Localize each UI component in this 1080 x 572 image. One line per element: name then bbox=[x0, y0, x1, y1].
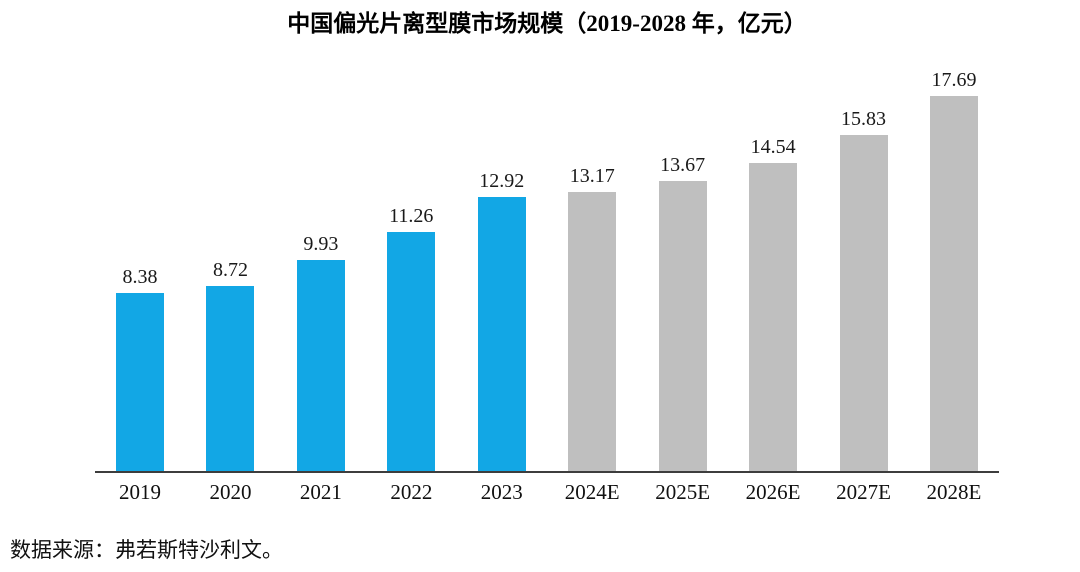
bar-column-2028E: 17.69 bbox=[929, 69, 978, 471]
x-axis-label-2027E: 2027E bbox=[836, 480, 891, 504]
bar-value-label: 15.83 bbox=[841, 108, 886, 130]
bar-2028E bbox=[929, 96, 978, 471]
x-axis-label-2028E: 2028E bbox=[926, 480, 982, 504]
bar-column-2023: 12.92 bbox=[477, 170, 526, 471]
bar-column-2022: 11.26 bbox=[387, 205, 436, 471]
bar-value-label: 11.26 bbox=[389, 205, 434, 227]
x-axis-label-2026E: 2026E bbox=[745, 480, 801, 504]
bar-column-2027E: 15.83 bbox=[839, 108, 888, 471]
chart-title: 中国偏光片离型膜市场规模（2019-2028 年，亿元） bbox=[287, 11, 807, 36]
bar-value-label: 12.92 bbox=[479, 170, 525, 192]
x-axis-label-2024E: 2024E bbox=[564, 480, 620, 504]
bar-value-label: 8.72 bbox=[212, 259, 248, 281]
x-axis-labels: 2019 2020 2021 2022 2023 2024E 2025E 2026E 2027E… bbox=[95, 480, 999, 505]
bar-2026E bbox=[749, 163, 798, 471]
x-axis-label-2021: 2021 bbox=[299, 480, 342, 504]
bar-column-2025E: 13.67 bbox=[658, 154, 707, 471]
bar-2023 bbox=[477, 197, 526, 471]
bar-2019 bbox=[116, 293, 164, 471]
plot-area: 8.38 8.72 9.93 11.26 12.92 13.17 13.67 14.54 15.… bbox=[95, 59, 999, 473]
x-axis-label-2023: 2023 bbox=[480, 480, 523, 504]
bar-column-2026E: 14.54 bbox=[749, 136, 798, 471]
bar-value-label: 14.54 bbox=[750, 136, 796, 158]
x-axis-label-2020: 2020 bbox=[209, 480, 252, 504]
bar-value-label: 13.67 bbox=[660, 154, 706, 176]
bar-value-label: 8.38 bbox=[122, 266, 158, 288]
bar-2025E bbox=[658, 181, 707, 471]
bar-2022 bbox=[387, 232, 436, 471]
x-axis-label-2022: 2022 bbox=[390, 480, 433, 504]
bar-value-label: 13.17 bbox=[569, 165, 615, 187]
x-axis-label-2019: 2019 bbox=[119, 480, 161, 504]
source-note: 数据来源：弗若斯特沙利文。 bbox=[10, 538, 283, 562]
bar-column-2019: 8.38 bbox=[116, 266, 164, 471]
bar-column-2020: 8.72 bbox=[206, 259, 255, 471]
bar-value-label: 9.93 bbox=[303, 233, 339, 255]
bar-2021 bbox=[296, 260, 345, 471]
bar-2027E bbox=[839, 135, 888, 471]
bar-value-label: 17.69 bbox=[931, 69, 977, 91]
bar-2020 bbox=[206, 286, 255, 471]
bar-column-2021: 9.93 bbox=[296, 233, 345, 471]
bar-column-2024E: 13.17 bbox=[568, 165, 617, 471]
x-axis-label-2025E: 2025E bbox=[655, 480, 711, 504]
bar-2024E bbox=[568, 192, 617, 471]
